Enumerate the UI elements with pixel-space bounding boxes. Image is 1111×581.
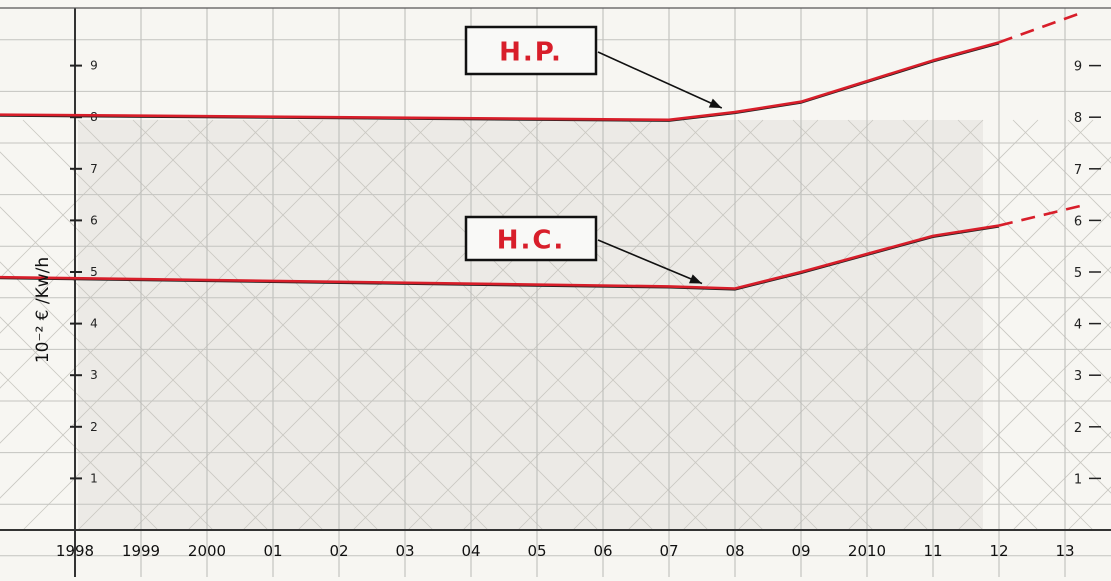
series-dashed-projection bbox=[998, 12, 1079, 44]
callout-arrowhead bbox=[708, 98, 722, 109]
y-tick-label-left: 9 bbox=[90, 59, 98, 73]
series-pencil-line bbox=[0, 226, 1000, 291]
hatch-line bbox=[407, 119, 819, 531]
hatch-line bbox=[132, 119, 544, 531]
x-tick-label: 04 bbox=[461, 542, 480, 560]
hatch-line bbox=[737, 119, 1111, 494]
hatch-line bbox=[0, 261, 269, 531]
y-axis-label: 10⁻² € /Kw/h bbox=[33, 257, 53, 363]
x-tick-label: 2010 bbox=[848, 542, 886, 560]
hatch-line bbox=[572, 119, 984, 531]
x-tick-label: 11 bbox=[923, 542, 942, 560]
series-line bbox=[0, 224, 1000, 290]
x-tick-label: 05 bbox=[527, 542, 546, 560]
y-tick-label-left: 2 bbox=[90, 420, 98, 434]
hatch-line bbox=[682, 119, 1094, 531]
callout-label: H.C. bbox=[497, 226, 566, 256]
series-dashed-projection bbox=[998, 203, 1086, 227]
hatch-line bbox=[0, 371, 159, 531]
y-tick-label-left: 4 bbox=[90, 317, 98, 331]
callout-arrow-line bbox=[597, 51, 723, 109]
x-tick-label: 06 bbox=[593, 542, 612, 560]
hatch-line bbox=[792, 119, 1111, 439]
hatching bbox=[0, 119, 1111, 531]
callout-arrow-line bbox=[597, 239, 703, 285]
y-tick-label-right: 2 bbox=[1074, 421, 1082, 436]
tick-labels: 1998 1999 2000 01 02 03 04 05 06 07 08 09 2010 11 12 13… bbox=[56, 59, 1082, 560]
y-tick-label-right: 6 bbox=[1074, 214, 1082, 229]
callout-label: H.P. bbox=[499, 38, 563, 68]
series-line bbox=[0, 41, 1000, 122]
x-tick-label: 08 bbox=[725, 542, 744, 560]
x-tick-label: 07 bbox=[659, 542, 678, 560]
y-tick-label-right: 1 bbox=[1074, 472, 1082, 487]
hatch-line bbox=[902, 119, 1111, 329]
hatch-line bbox=[1012, 119, 1111, 219]
x-tick-label: 02 bbox=[329, 542, 348, 560]
y-tick-label-right: 8 bbox=[1074, 111, 1082, 126]
hatch-line bbox=[0, 119, 159, 279]
hatch-line bbox=[0, 316, 214, 531]
x-tick-label: 09 bbox=[791, 542, 810, 560]
y-tick-label-left: 5 bbox=[90, 265, 98, 279]
hatch-line bbox=[957, 376, 1111, 531]
y-tick-label-left: 1 bbox=[90, 471, 98, 485]
x-tick-label: 12 bbox=[989, 542, 1008, 560]
x-tick-label: 13 bbox=[1055, 542, 1074, 560]
hatch-line bbox=[847, 119, 1111, 384]
hatch-line bbox=[77, 119, 489, 531]
hatch-line bbox=[517, 119, 929, 531]
hatch-line bbox=[627, 119, 1039, 531]
y-tick-label-right: 3 bbox=[1074, 369, 1082, 384]
hatch-line bbox=[1012, 431, 1111, 531]
callouts: H.P. H.C. bbox=[464, 25, 723, 285]
grid-lines bbox=[0, 8, 1111, 577]
x-tick-label: 03 bbox=[395, 542, 414, 560]
y-tick-label-right: 9 bbox=[1074, 60, 1082, 75]
hatch-line bbox=[22, 119, 434, 531]
series-lines bbox=[0, 12, 1086, 291]
series-pencil-line bbox=[0, 43, 1000, 122]
shaded-region bbox=[78, 120, 983, 530]
y-tick-label-right: 7 bbox=[1074, 163, 1082, 178]
hatch-line bbox=[242, 119, 654, 531]
y-tick-label-right: 5 bbox=[1074, 266, 1082, 281]
x-tick-label: 01 bbox=[263, 542, 282, 560]
callout-box bbox=[464, 25, 598, 76]
axes bbox=[0, 7, 1111, 577]
callout-arrowhead bbox=[689, 274, 702, 284]
y-tick-label-right: 4 bbox=[1074, 318, 1082, 333]
y-tick-label-left: 3 bbox=[90, 368, 98, 382]
y-tick-label-left: 6 bbox=[90, 213, 98, 227]
hatch-line bbox=[0, 206, 324, 531]
x-tick-label: 1999 bbox=[122, 542, 160, 560]
hatch-line bbox=[462, 119, 874, 531]
x-tick-label: 2000 bbox=[188, 542, 226, 560]
callout-box bbox=[464, 215, 598, 262]
hatch-line bbox=[957, 119, 1111, 274]
x-tick-label: 1998 bbox=[56, 542, 94, 560]
y-tick-label-left: 7 bbox=[90, 162, 98, 176]
hatch-line bbox=[0, 151, 379, 531]
hatch-line bbox=[297, 119, 709, 531]
hatch-line bbox=[352, 119, 764, 531]
hatch-line bbox=[187, 119, 599, 531]
